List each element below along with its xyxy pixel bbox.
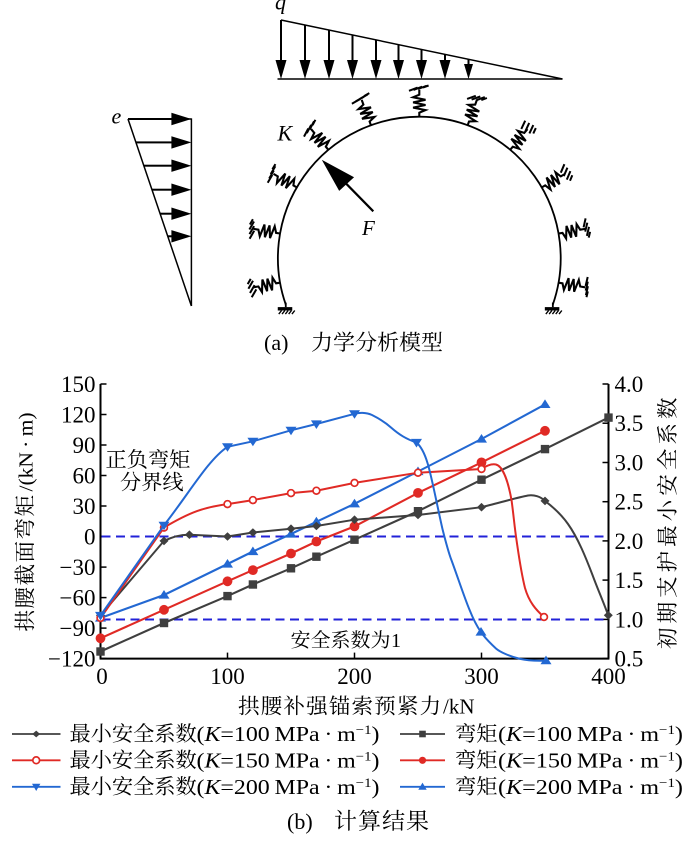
svg-text:0: 0 [96,664,108,689]
svg-text:60: 60 [73,464,96,489]
svg-text:(K=150 MPa · m−1): (K=150 MPa · m−1) [498,748,683,772]
svg-text:400: 400 [591,664,626,689]
svg-text:1: 1 [391,630,401,652]
svg-text:(K=100 MPa · m−1): (K=100 MPa · m−1) [197,722,380,746]
svg-text:/(kN · m): /(kN · m) [16,413,38,492]
svg-text:(b): (b) [287,809,313,834]
svg-text:K: K [277,121,294,146]
svg-text:−120: −120 [48,647,95,672]
svg-text:3.5: 3.5 [615,411,644,436]
svg-text:F: F [361,216,375,240]
svg-text:90: 90 [73,433,96,458]
svg-text:e: e [112,104,122,129]
svg-text:1.0: 1.0 [615,607,644,632]
svg-text:(K=200 MPa · m−1): (K=200 MPa · m−1) [197,775,380,799]
svg-text:2.5: 2.5 [615,490,644,515]
svg-text:2.0: 2.0 [615,529,644,554]
svg-text:300: 300 [464,664,499,689]
svg-text:−90: −90 [60,616,96,641]
svg-text:(K=100 MPa · m−1): (K=100 MPa · m−1) [498,722,683,746]
svg-text:q: q [275,0,286,15]
svg-text:(K=200 MPa · m−1): (K=200 MPa · m−1) [498,775,683,799]
svg-text:120: 120 [61,403,96,428]
svg-text:0.5: 0.5 [615,647,644,672]
svg-text:(a): (a) [264,330,288,355]
svg-text:/kN: /kN [443,695,475,719]
svg-text:3.0: 3.0 [615,451,644,476]
svg-text:100: 100 [210,664,245,689]
svg-text:−60: −60 [60,586,96,611]
svg-text:30: 30 [73,494,96,519]
svg-text:1.5: 1.5 [615,568,644,593]
svg-text:200: 200 [337,664,372,689]
svg-text:(K=150 MPa · m−1): (K=150 MPa · m−1) [197,748,380,772]
svg-text:4.0: 4.0 [615,372,644,397]
svg-text:0: 0 [84,525,96,550]
svg-text:−30: −30 [60,555,96,580]
svg-text:150: 150 [61,372,96,397]
